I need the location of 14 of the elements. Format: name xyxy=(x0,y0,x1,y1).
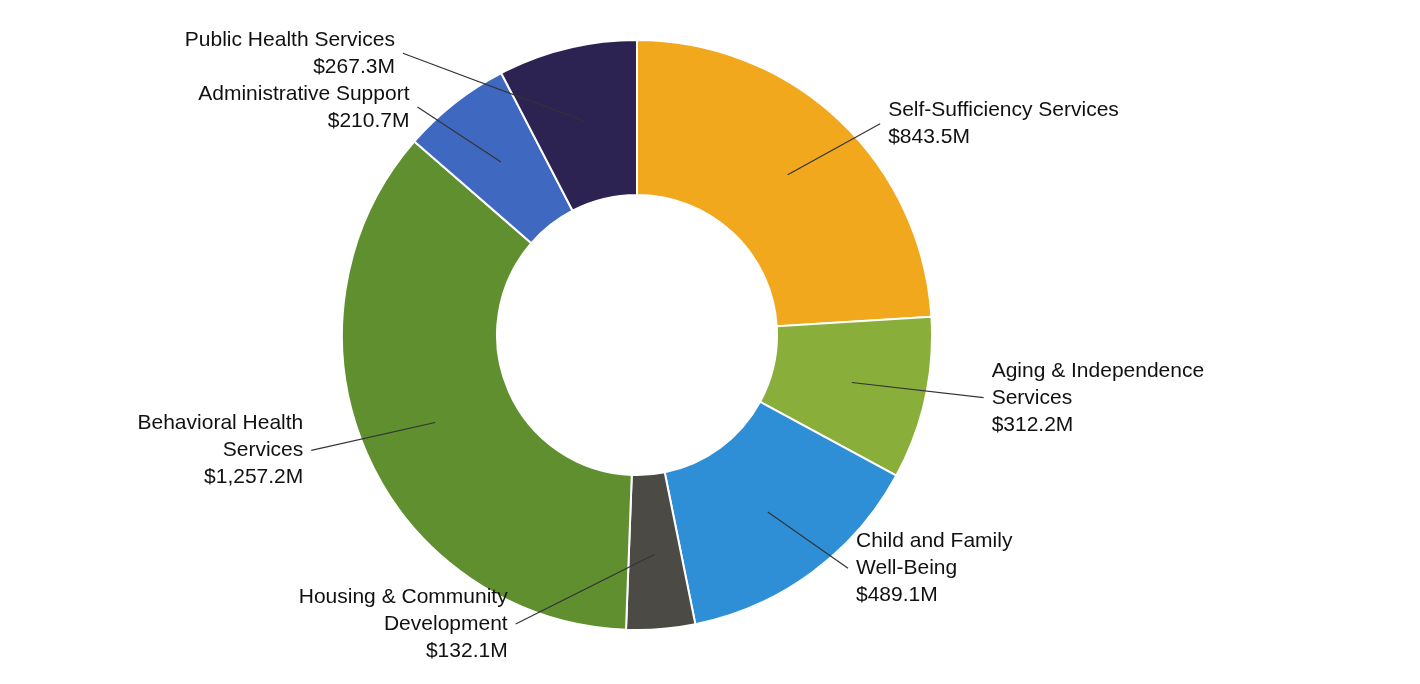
slice-label: Self-Sufficiency Services xyxy=(888,97,1119,121)
slice-label: Aging & Independence Services xyxy=(991,357,1205,408)
data-label: $132.1M xyxy=(425,638,508,662)
slice-label: Public Health Services xyxy=(184,26,395,50)
slice-label: Housing & Community Development xyxy=(298,584,509,635)
slice-label: Behavioral Health Services xyxy=(137,410,304,461)
data-label: $1,257.2M xyxy=(204,464,304,488)
slice-label: Administrative Support xyxy=(198,80,410,104)
data-label: $312.2M xyxy=(991,411,1074,435)
data-label: $489.1M xyxy=(856,582,938,606)
data-label: $267.3M xyxy=(313,53,395,77)
data-label: $210.7M xyxy=(327,107,410,131)
slice-label: Child and Family Well-Being xyxy=(856,528,1013,579)
data-label: $843.5M xyxy=(888,124,970,148)
